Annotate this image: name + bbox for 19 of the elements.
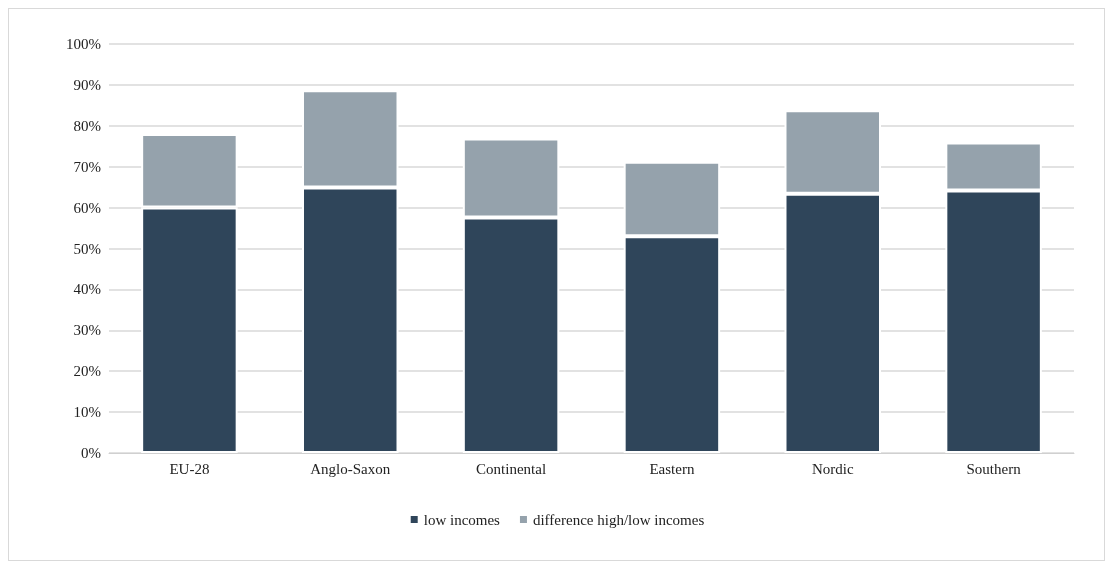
y-tick-label: 30%: [73, 322, 101, 339]
y-tick-label: 40%: [73, 281, 101, 298]
y-tick-label: 50%: [73, 240, 101, 257]
y-tick-label: 70%: [73, 158, 101, 175]
x-tick-label: Nordic: [811, 460, 854, 477]
x-tick-label: Anglo-Saxon: [310, 460, 391, 477]
x-tick-label: Continental: [476, 460, 547, 477]
y-tick-label: 0%: [81, 445, 101, 461]
y-tick-label: 90%: [73, 76, 101, 93]
y-tick-label: 20%: [73, 363, 101, 380]
legend-label: low incomes: [423, 511, 501, 528]
x-tick-label: Eastern: [649, 460, 695, 477]
x-tick-label: Southern: [966, 460, 1022, 477]
legend-label: difference high/low incomes: [532, 511, 705, 528]
y-tick-label: 60%: [73, 199, 101, 216]
y-tick-label: 80%: [73, 117, 101, 134]
y-tick-label: 10%: [73, 404, 101, 421]
x-tick-label: EU-28: [169, 460, 210, 477]
y-tick-label: 100%: [66, 36, 101, 52]
